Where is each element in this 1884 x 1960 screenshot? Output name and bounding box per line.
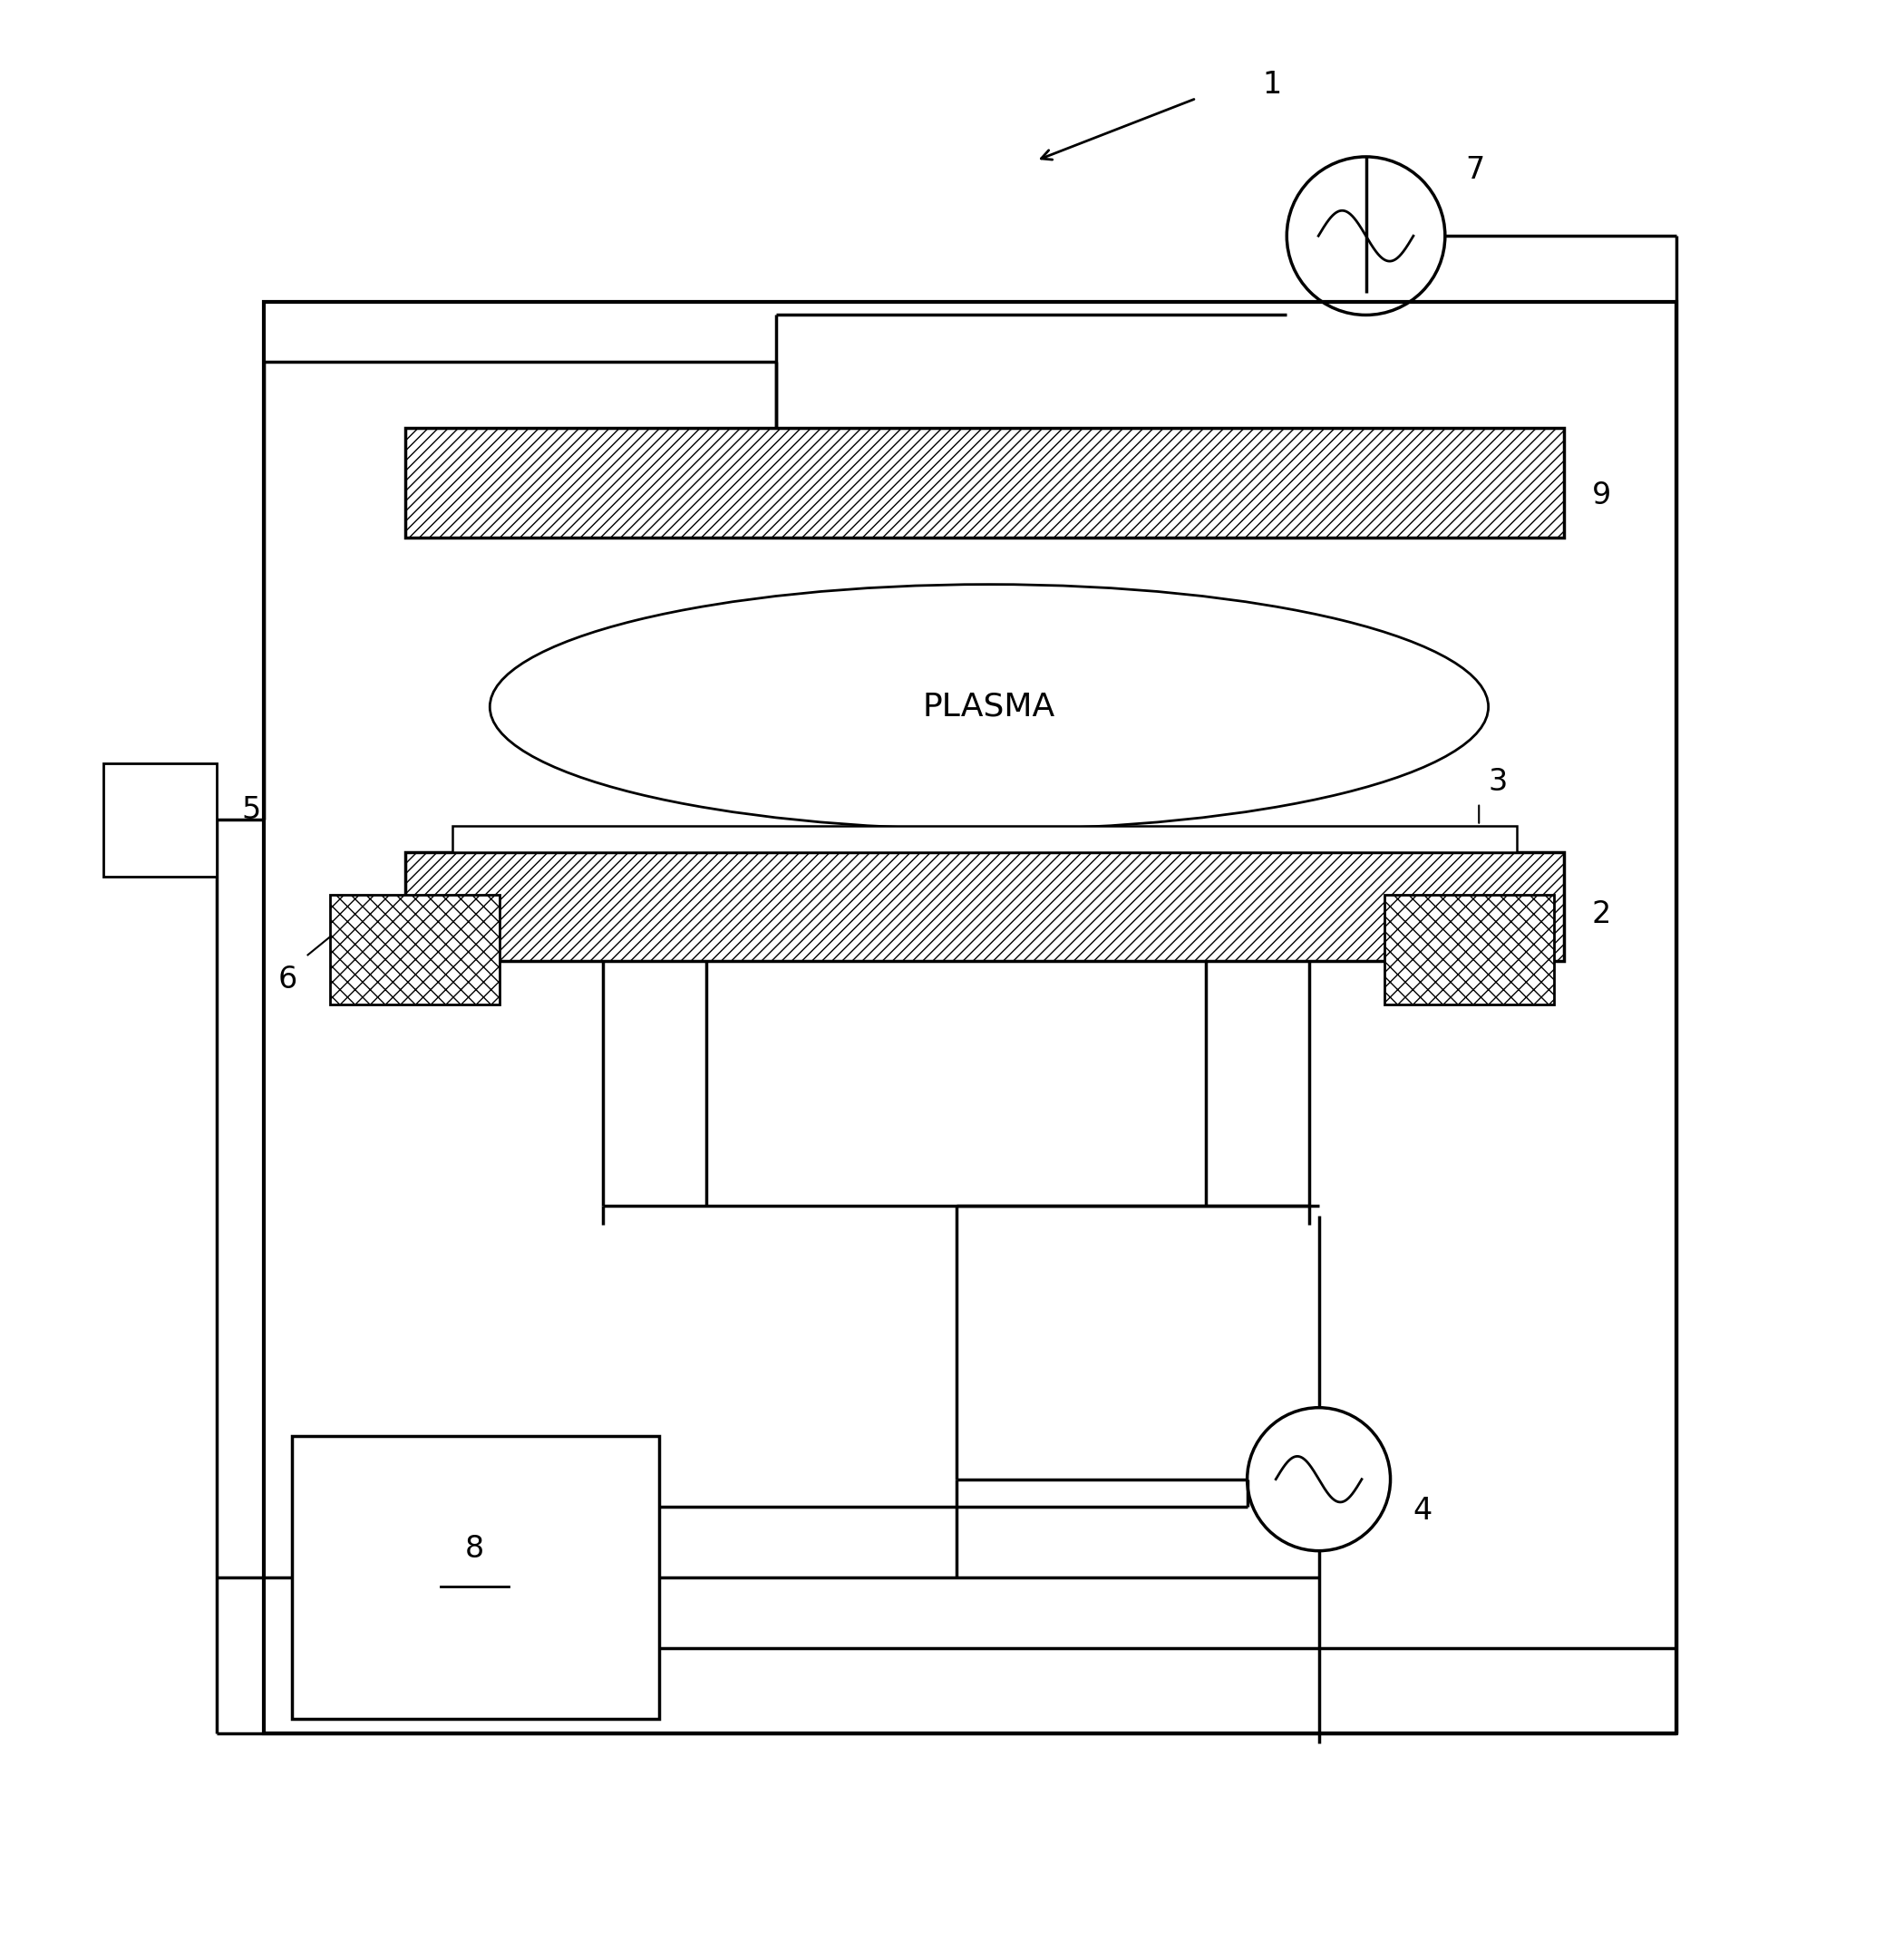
Bar [405, 427, 1564, 537]
Bar [330, 896, 499, 1004]
Text: 2: 2 [1592, 900, 1611, 929]
Bar [405, 853, 1564, 960]
Text: 3: 3 [1488, 768, 1507, 798]
Bar [104, 762, 217, 876]
Text: 9: 9 [1592, 480, 1611, 512]
Ellipse shape [490, 584, 1488, 829]
Text: 6: 6 [279, 964, 298, 996]
Text: 1: 1 [1262, 71, 1281, 100]
Text: 7: 7 [1466, 155, 1485, 184]
Text: PLASMA: PLASMA [923, 692, 1055, 721]
Text: 8: 8 [465, 1535, 484, 1564]
Bar [292, 1437, 659, 1719]
Bar [452, 825, 1517, 853]
Bar [264, 302, 1677, 1733]
Bar [1385, 896, 1554, 1004]
Text: 4: 4 [1413, 1495, 1432, 1527]
Text: 5: 5 [241, 796, 260, 825]
